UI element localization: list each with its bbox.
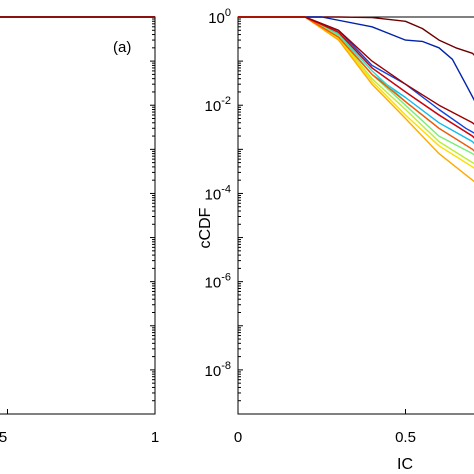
panel-b-x-axis-label: IC xyxy=(397,456,413,473)
panel-b-y-axis-label: cCDF xyxy=(197,207,214,248)
panel-b-series-line-10 xyxy=(238,16,474,152)
panel-b-y-tick-label: 10-6 xyxy=(205,272,231,292)
panel-b-series-line-0 xyxy=(238,16,474,56)
panel-b-y-tick-label: 10-4 xyxy=(205,183,231,203)
panel-b-y-tick-label: 10-2 xyxy=(205,95,231,115)
panel-b-y-tick-label: 10-8 xyxy=(205,360,231,380)
panel-b-series-line-12 xyxy=(238,16,474,125)
panel-a-axes-box xyxy=(0,16,156,415)
panel-b-series-line-1 xyxy=(238,16,474,102)
panel-a-x-tick-label: 5 xyxy=(0,429,7,446)
panel-a-series-line-4 xyxy=(0,16,155,18)
panel-b-x-tick-label: 0 xyxy=(234,429,242,446)
panel-a-plot: 5 1 (a) xyxy=(0,16,159,446)
panel-a-x-tick-label: 1 xyxy=(151,429,159,446)
panel-b-axes-box xyxy=(237,16,474,415)
panel-b-x-tick-label: 0.5 xyxy=(395,429,416,446)
panel-b-y-tick-label: 100 xyxy=(208,7,231,27)
panel-a-label: (a) xyxy=(113,39,131,56)
panel-b-plot: 0 0.5 100 10-2 10-4 10-6 10-8 cCDF IC xyxy=(197,7,474,473)
